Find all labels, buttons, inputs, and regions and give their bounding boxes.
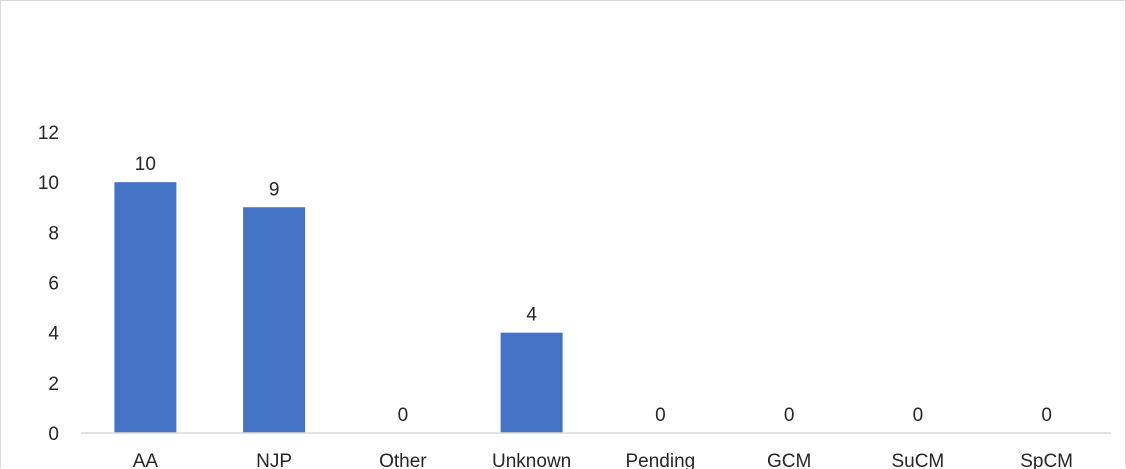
data-label: 0 [784,405,795,426]
data-label: 0 [913,405,924,426]
x-tick-label: SuCM [891,451,944,469]
bar-aa [114,182,177,433]
x-tick-label: NJP [256,451,292,469]
data-label: 9 [269,179,280,200]
data-label: 0 [398,405,409,426]
y-tick-label: 0 [48,424,59,445]
x-tick-label: Unknown [492,451,571,469]
y-tick-label: 10 [38,173,59,194]
x-tick-label: AA [133,451,159,469]
y-tick-label: 6 [48,274,59,295]
data-label: 10 [135,154,156,175]
y-tick-label: 8 [48,223,59,244]
bar-njp [243,207,306,433]
y-axis: 0 2 4 6 8 10 12 [38,123,60,445]
x-tick-label: Other [379,451,427,469]
data-label: 0 [1041,405,1052,426]
x-tick-label: GCM [767,451,811,469]
bars [114,182,563,433]
bar-unknown [500,332,563,433]
x-tick-label: SpCM [1020,451,1073,469]
data-label: 0 [655,405,666,426]
y-tick-label: 2 [48,374,59,395]
x-axis: AA NJP Other Unknown Pending GCM SuCM SpCM [133,451,1073,469]
data-label: 4 [526,305,537,326]
y-tick-label: 4 [48,324,59,345]
x-tick-label: Pending [626,451,696,469]
data-labels: 10 9 0 4 0 0 0 0 [135,154,1052,426]
y-tick-label: 12 [38,123,59,144]
